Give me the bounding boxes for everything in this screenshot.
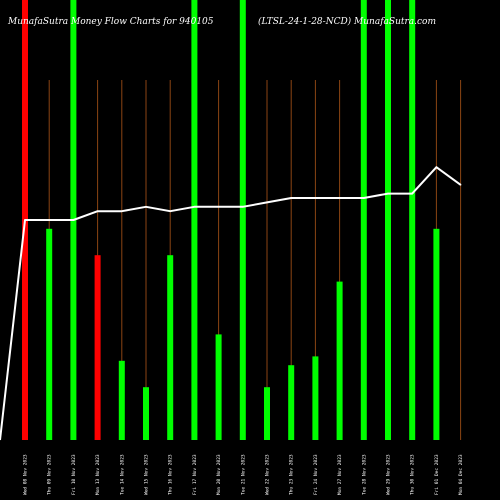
x-axis-labels: Wed 08 Nov 2023 Thu 09 Nov 2023 Fri 10 Nov… bbox=[23, 454, 465, 495]
line-point bbox=[459, 184, 462, 186]
x-tick-label: Wed 29 Nov 2023 bbox=[386, 454, 392, 495]
line-point bbox=[169, 210, 171, 212]
bar bbox=[46, 228, 53, 440]
x-tick-label: Mon 13 Nov 2023 bbox=[95, 454, 101, 495]
bar bbox=[94, 255, 101, 440]
x-tick-label: Mon 04 Dec 2023 bbox=[458, 454, 464, 495]
bar bbox=[264, 387, 270, 440]
x-tick-label: Tue 28 Nov 2023 bbox=[361, 454, 367, 495]
chart-subtitle: (LTSL-24-1-28-NCD) MunafaSutra.com bbox=[258, 16, 436, 27]
line-point bbox=[363, 197, 365, 199]
line-point bbox=[435, 166, 438, 168]
bar bbox=[167, 255, 174, 440]
bar bbox=[288, 365, 295, 440]
bar bbox=[433, 228, 440, 440]
line-point bbox=[72, 219, 75, 221]
bar bbox=[239, 0, 246, 440]
bar bbox=[385, 0, 391, 440]
bar bbox=[409, 0, 416, 440]
x-tick-label: Fri 24 Nov 2023 bbox=[313, 454, 319, 495]
line-point bbox=[338, 197, 341, 199]
x-tick-label: Wed 22 Nov 2023 bbox=[265, 454, 271, 495]
line-point bbox=[242, 206, 244, 208]
x-tick-label: Fri 01 Dec 2023 bbox=[434, 454, 440, 495]
line-point bbox=[96, 210, 99, 212]
line-point bbox=[24, 219, 26, 221]
bar bbox=[191, 0, 198, 440]
x-tick-label: Fri 10 Nov 2023 bbox=[71, 454, 77, 495]
x-tick-label: Thu 16 Nov 2023 bbox=[168, 454, 174, 495]
x-tick-label: Tue 21 Nov 2023 bbox=[240, 454, 246, 495]
line-series bbox=[0, 166, 462, 441]
x-tick-label: Mon 20 Nov 2023 bbox=[216, 454, 222, 495]
line-point bbox=[266, 201, 268, 204]
x-tick-label: Thu 30 Nov 2023 bbox=[410, 454, 416, 495]
bar bbox=[312, 356, 319, 440]
line-point bbox=[314, 197, 317, 199]
line-point bbox=[48, 219, 50, 221]
bar bbox=[118, 360, 125, 440]
line-point bbox=[217, 206, 220, 208]
bar bbox=[360, 0, 367, 440]
line-point bbox=[387, 192, 389, 195]
x-tick-label: Thu 23 Nov 2023 bbox=[289, 454, 295, 495]
bar bbox=[215, 334, 222, 440]
line-point bbox=[290, 197, 293, 199]
line-point bbox=[193, 206, 196, 208]
x-tick-label: Mon 27 Nov 2023 bbox=[337, 454, 343, 495]
bar bbox=[336, 281, 343, 440]
x-tick-label: Wed 08 Nov 2023 bbox=[23, 454, 29, 495]
money-flow-line bbox=[0, 166, 462, 441]
x-tick-label: Fri 17 Nov 2023 bbox=[192, 454, 198, 495]
line-point bbox=[121, 210, 123, 212]
x-tick-label: Thu 09 Nov 2023 bbox=[47, 454, 53, 495]
line-point bbox=[145, 206, 147, 208]
bar bbox=[143, 387, 149, 440]
x-tick-label: Wed 15 Nov 2023 bbox=[144, 454, 150, 495]
line-point bbox=[411, 192, 414, 195]
chart-title: MunafaSutra Money Flow Charts for 940105 bbox=[7, 17, 214, 27]
x-tick-label: Tue 14 Nov 2023 bbox=[119, 454, 125, 495]
